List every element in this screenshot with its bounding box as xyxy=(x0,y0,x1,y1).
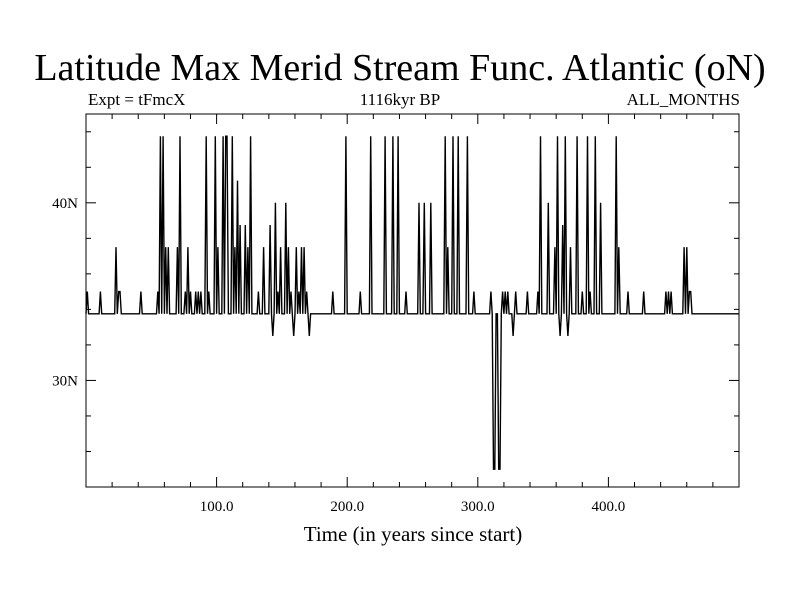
series-line xyxy=(85,135,739,470)
x-tick-label: 400.0 xyxy=(592,499,626,515)
x-tick-label: 300.0 xyxy=(461,499,495,515)
x-tick-label: 100.0 xyxy=(200,499,234,515)
period-label: 1116kyr BP xyxy=(359,90,441,109)
y-tick-label: 30N xyxy=(52,373,78,389)
months-label: ALL_MONTHS xyxy=(626,90,740,109)
chart-title: Latitude Max Merid Stream Func. Atlantic… xyxy=(34,47,766,89)
plot-frame xyxy=(85,113,740,488)
experiment-label: Expt = tFmcX xyxy=(88,90,186,109)
x-axis-label: Time (in years since start) xyxy=(304,522,523,546)
tick-marks xyxy=(86,114,739,487)
tick-labels: 100.0 200.0 300.0 400.0 30N 40N xyxy=(52,196,625,515)
x-tick-label: 200.0 xyxy=(330,499,364,515)
y-tick-label: 40N xyxy=(52,196,78,212)
